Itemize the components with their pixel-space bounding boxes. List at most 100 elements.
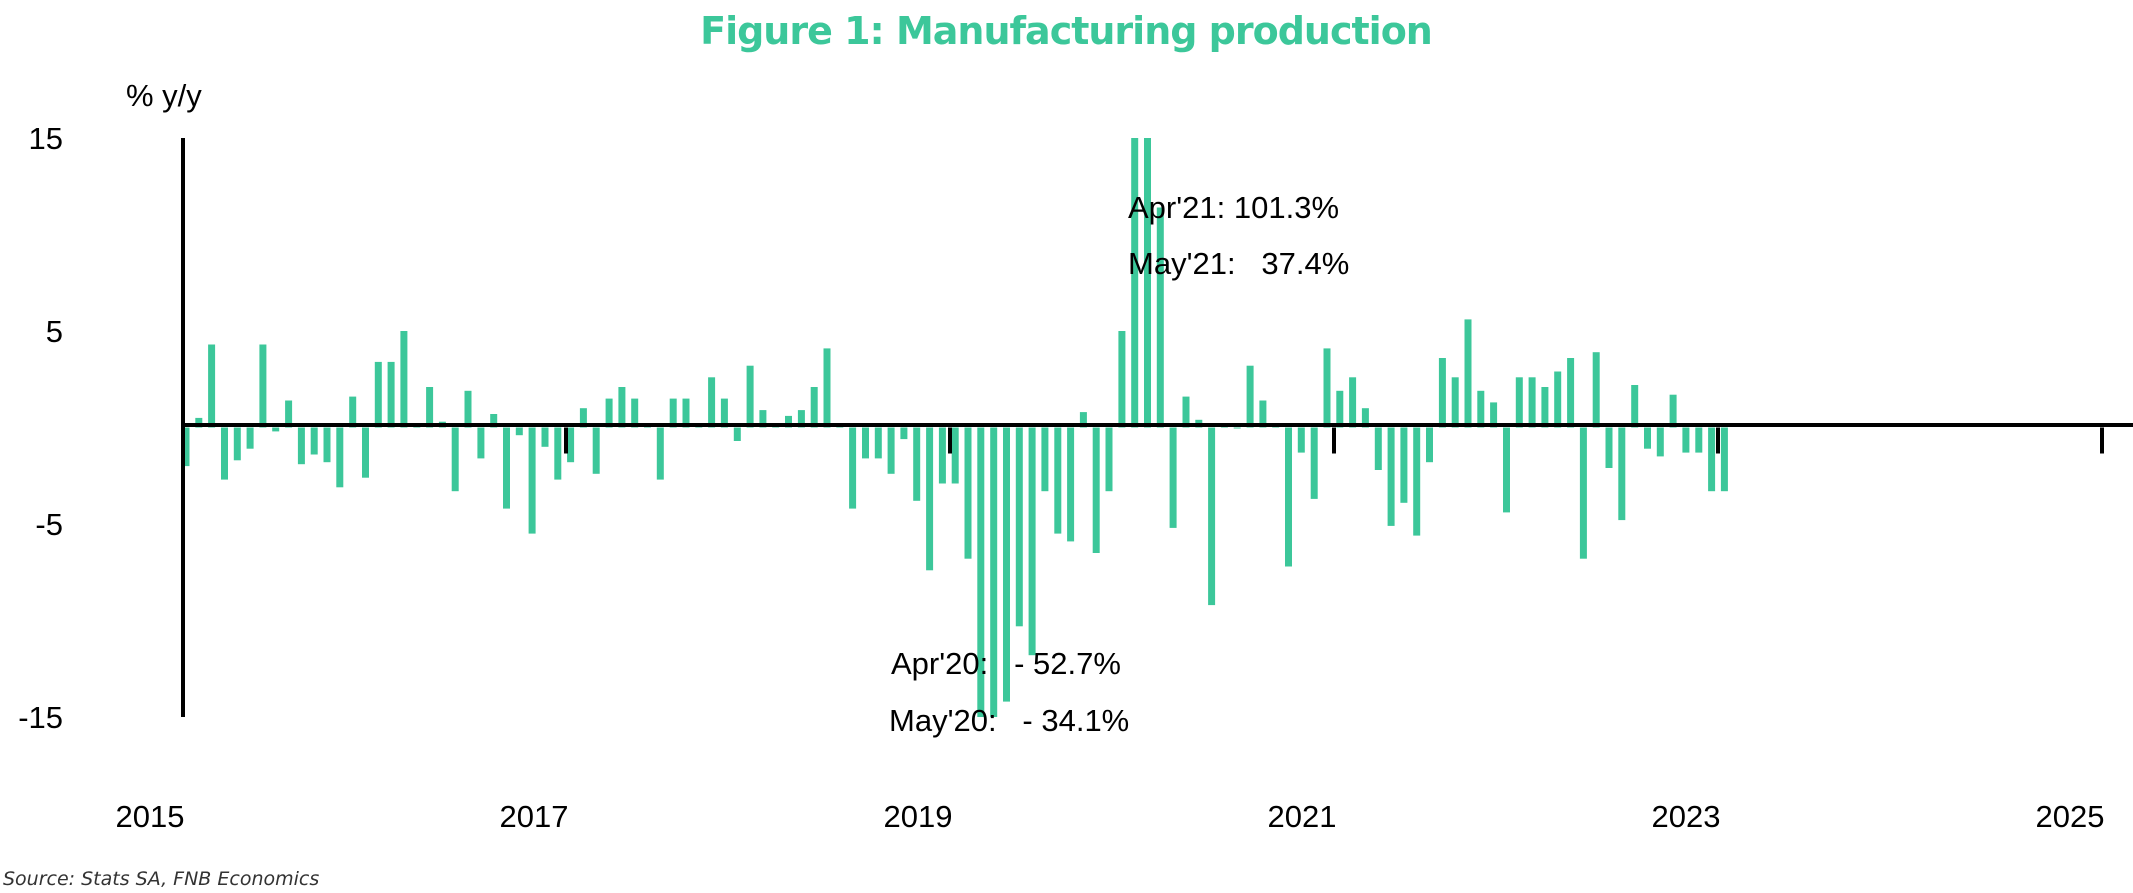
bar (682, 398, 690, 428)
bar (759, 410, 767, 428)
bar (990, 427, 998, 717)
bar (1669, 394, 1677, 428)
bar (1297, 427, 1305, 453)
annotation-apr20: Apr'20: - 52.7% (891, 646, 1121, 681)
bars (182, 138, 1728, 717)
bar (631, 398, 639, 428)
bar (810, 387, 818, 428)
bar (720, 398, 728, 428)
bar (708, 377, 716, 428)
x-tick-label: 2025 (2036, 799, 2105, 834)
bar (246, 427, 254, 449)
bar (823, 348, 831, 428)
bar (1079, 412, 1087, 428)
bar (1579, 427, 1587, 559)
bar (1323, 348, 1331, 428)
bar (913, 427, 921, 501)
x-tick-labels: 2015 2017 2019 2021 2023 2025 (116, 799, 2105, 834)
bar (182, 427, 190, 467)
bar (528, 427, 536, 534)
bar (1182, 396, 1190, 428)
bar (1349, 377, 1357, 428)
bar (1656, 427, 1664, 457)
bar (1605, 427, 1613, 468)
bar (1438, 358, 1446, 428)
x-axis-tick-marks (564, 427, 2104, 454)
bar (1374, 427, 1382, 470)
bar (862, 427, 869, 459)
bar (1515, 377, 1523, 428)
bar (259, 344, 267, 428)
bar (964, 427, 972, 559)
y-tick-label: 5 (46, 314, 63, 349)
bar (1400, 427, 1408, 503)
y-axis-label: % y/y (126, 78, 202, 113)
bar (1387, 427, 1395, 526)
bar (195, 417, 203, 428)
bar (1451, 377, 1459, 428)
bar (579, 408, 587, 428)
bar (426, 387, 434, 428)
bar (1285, 427, 1292, 567)
bar (1490, 402, 1498, 428)
bar (567, 427, 575, 463)
bar (1169, 427, 1177, 528)
bar (1003, 427, 1010, 702)
bar (310, 427, 318, 455)
bar (477, 427, 485, 459)
bar (1246, 365, 1254, 428)
bar (1567, 358, 1575, 428)
bar (900, 427, 908, 440)
bar (515, 427, 523, 436)
bar (362, 427, 369, 478)
bar (1426, 427, 1433, 463)
bar (1708, 427, 1716, 492)
bar (400, 331, 408, 428)
bar (797, 410, 805, 428)
bar (1105, 427, 1113, 492)
bar (541, 427, 549, 447)
bar (951, 427, 959, 484)
bar (592, 427, 600, 474)
bar (977, 427, 985, 717)
bar (1464, 319, 1472, 428)
bar (490, 414, 498, 428)
bar (374, 361, 382, 428)
bar (669, 398, 677, 428)
y-tick-label: 15 (29, 121, 63, 156)
bar (1528, 377, 1536, 428)
bar (1618, 427, 1626, 521)
bar (874, 427, 882, 459)
bar (1336, 390, 1344, 428)
bar (1092, 427, 1100, 553)
bar (656, 427, 664, 480)
bar (1682, 427, 1690, 453)
bar (336, 427, 344, 488)
bar (887, 427, 895, 474)
bar (1477, 390, 1485, 428)
x-tick-label: 2017 (500, 799, 569, 834)
bar (554, 427, 562, 480)
bar (1041, 427, 1049, 492)
bar (503, 427, 510, 509)
bar (1592, 352, 1600, 428)
bar (1554, 371, 1562, 428)
annotation-may21: May'21: 37.4% (1128, 246, 1349, 281)
bar (1208, 427, 1216, 606)
x-tick-label: 2019 (884, 799, 953, 834)
bar (785, 415, 792, 428)
bar (733, 427, 741, 441)
bar (297, 427, 305, 465)
bar (233, 427, 241, 461)
bar (1695, 427, 1703, 453)
bar (1310, 427, 1318, 499)
source-note: Source: Stats SA, FNB Economics (3, 868, 319, 890)
y-tick-label: -5 (35, 507, 63, 542)
bar (285, 400, 293, 428)
bar (1631, 385, 1639, 428)
x-tick-label: 2015 (116, 799, 185, 834)
bar (387, 361, 395, 428)
annotation-apr21: Apr'21: 101.3% (1128, 190, 1339, 225)
bar (323, 427, 331, 463)
bar (1361, 408, 1369, 428)
